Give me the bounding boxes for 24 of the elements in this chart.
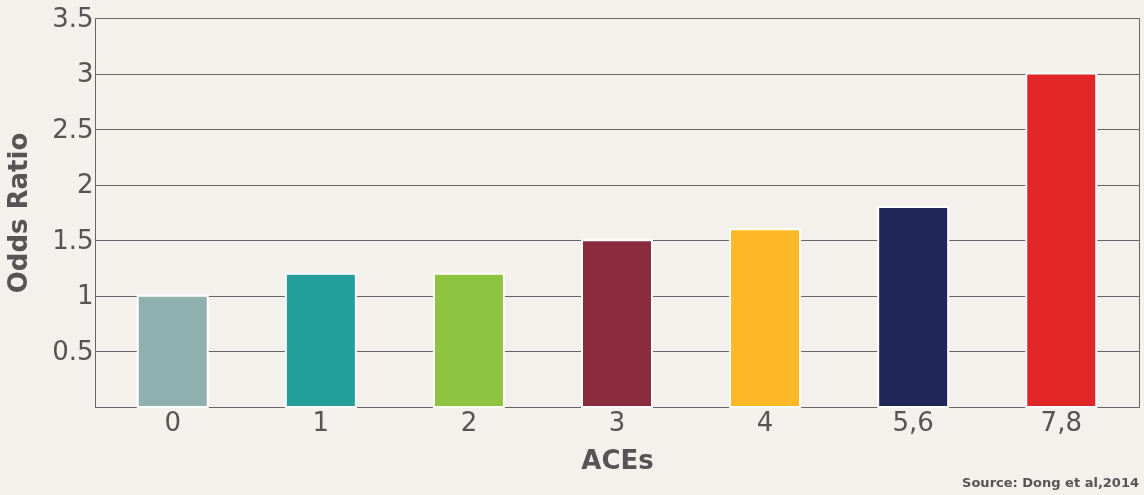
bar xyxy=(877,205,950,408)
y-axis-title: Odds Ratio xyxy=(3,132,34,294)
bar xyxy=(729,228,802,408)
bar xyxy=(136,294,209,408)
x-tick-label: 4 xyxy=(756,406,774,437)
y-tick-label: 3.5 xyxy=(52,2,94,33)
x-tick-label: 0 xyxy=(164,406,182,437)
x-tick-label: 3 xyxy=(608,406,626,437)
y-tick-label: 3 xyxy=(76,58,94,89)
x-axis-title: ACEs xyxy=(581,444,654,475)
y-tick-label: 2 xyxy=(76,169,94,200)
source-note: Source: Dong et al,2014 xyxy=(962,475,1139,490)
bar xyxy=(581,239,653,408)
y-tick-label: 1 xyxy=(76,280,94,311)
x-tick-label: 5,6 xyxy=(892,406,934,437)
y-tick-label: 1.5 xyxy=(52,224,94,255)
x-tick-label: 2 xyxy=(460,406,478,437)
y-tick-label: 0.5 xyxy=(52,335,94,366)
bar xyxy=(284,272,357,408)
bar xyxy=(432,272,505,408)
y-tick-label: 2.5 xyxy=(52,113,94,144)
x-tick-label: 1 xyxy=(312,406,330,437)
bar xyxy=(1025,72,1098,408)
x-tick-label: 7,8 xyxy=(1040,406,1082,437)
